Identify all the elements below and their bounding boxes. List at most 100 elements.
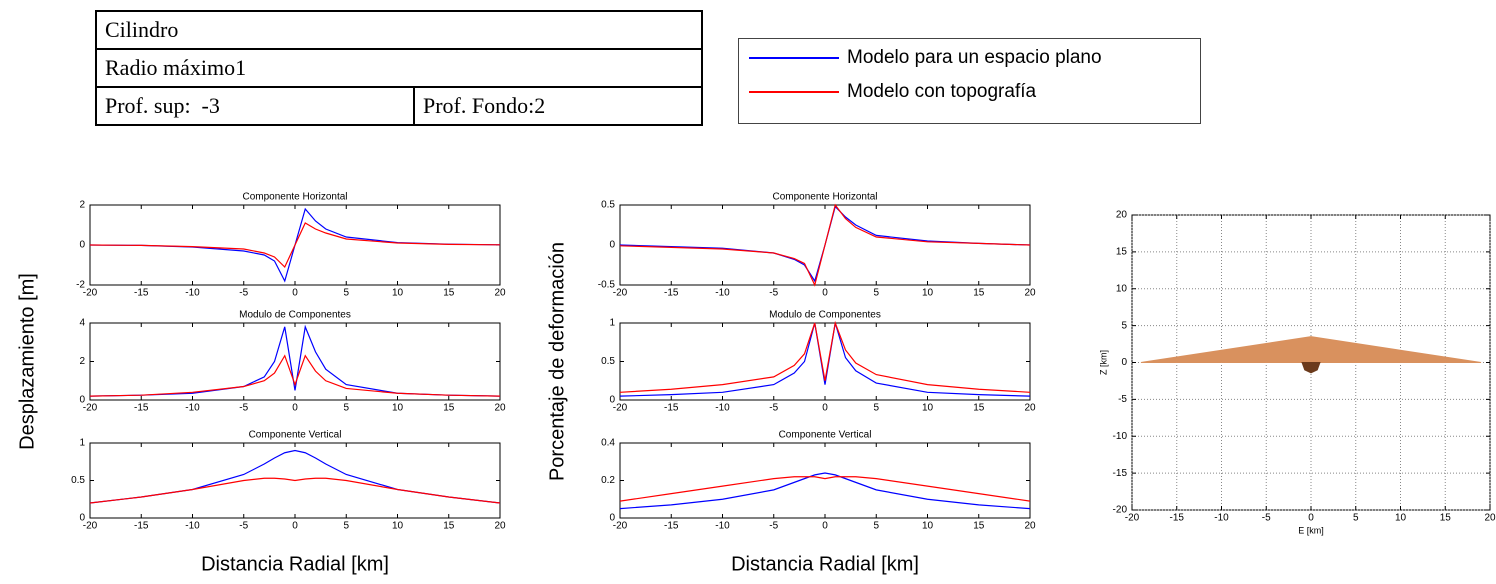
- legend-label: Modelo con topografía: [847, 81, 1037, 102]
- x-tick-label: -20: [1125, 513, 1140, 524]
- y-tick-label: 0.5: [71, 475, 85, 486]
- y-tick-label: 0: [79, 240, 85, 251]
- x-tick-label: -10: [715, 521, 730, 532]
- y-tick-label: 1: [79, 438, 85, 449]
- x-tick-label: 10: [392, 403, 404, 414]
- x-tick-label: -20: [613, 403, 628, 414]
- y-tick-label: 0.2: [601, 475, 615, 486]
- x-tick-label: -20: [613, 288, 628, 299]
- table-cell: Cilindro: [95, 10, 703, 50]
- table-cell: Radio máximo1: [95, 48, 703, 88]
- x-tick-label: 20: [1024, 403, 1036, 414]
- table-row: Cilindro: [95, 10, 703, 50]
- x-tick-label: -10: [1214, 513, 1229, 524]
- x-tick-label: -15: [664, 521, 679, 532]
- x-tick-label: -5: [769, 521, 778, 532]
- x-tick-label: 20: [494, 288, 506, 299]
- x-tick-label: 20: [1484, 513, 1496, 524]
- chart-title: Componente Horizontal: [772, 192, 877, 203]
- chart-title: Componente Horizontal: [242, 192, 347, 203]
- x-axis-label: Distancia Radial [km]: [731, 553, 919, 575]
- x-tick-label: 0: [822, 288, 828, 299]
- data-line: [619, 320, 1031, 393]
- y-tick-label: 2: [79, 200, 85, 211]
- y-tick-label: 4: [79, 318, 85, 329]
- x-tick-label: 10: [392, 521, 404, 532]
- x-tick-label: -5: [1262, 513, 1271, 524]
- y-tick-label: 0: [1121, 357, 1127, 368]
- x-tick-label: -5: [769, 288, 778, 299]
- x-tick-label: -20: [83, 521, 98, 532]
- x-tick-label: -10: [715, 403, 730, 414]
- x-tick-label: 5: [343, 403, 349, 414]
- table-cell: Prof. Fondo:2: [413, 86, 703, 126]
- y-tick-label: -5: [1118, 394, 1127, 405]
- legend: Modelo para un espacio plano Modelo con t…: [738, 38, 1201, 124]
- x-tick-label: 0: [292, 288, 298, 299]
- x-tick-label: 10: [922, 521, 934, 532]
- y-tick-label: 0.4: [601, 438, 615, 449]
- x-tick-label: 10: [392, 288, 404, 299]
- x-tick-label: 15: [973, 403, 985, 414]
- y-axis-label: Porcentaje de deformación: [546, 242, 568, 481]
- y-tick-label: 15: [1116, 247, 1128, 258]
- y-tick-label: 1: [609, 318, 615, 329]
- x-tick-label: 15: [443, 521, 455, 532]
- y-tick-label: 0.5: [601, 200, 615, 211]
- chart-title: Modulo de Componentes: [769, 310, 881, 321]
- y-tick-label: 20: [1116, 210, 1128, 221]
- x-tick-label: -20: [83, 403, 98, 414]
- x-tick-label: 20: [1024, 288, 1036, 299]
- x-tick-label: 15: [973, 288, 985, 299]
- y-axis-label: Z [km]: [1098, 350, 1108, 375]
- x-tick-label: 20: [494, 521, 506, 532]
- y-tick-label: 2: [79, 356, 85, 367]
- legend-swatch: [749, 57, 839, 59]
- y-tick-label: 5: [1121, 320, 1127, 331]
- data-line: [619, 322, 1031, 397]
- x-tick-label: -15: [664, 288, 679, 299]
- data-line: [619, 476, 1031, 502]
- data-line: [89, 222, 501, 269]
- data-line: [89, 354, 501, 397]
- legend-swatch: [749, 91, 839, 93]
- legend-label: Modelo para un espacio plano: [847, 47, 1102, 68]
- x-tick-label: 5: [873, 521, 879, 532]
- x-tick-label: -10: [185, 403, 200, 414]
- y-tick-label: -2: [76, 280, 85, 291]
- x-tick-label: -15: [134, 403, 149, 414]
- x-tick-label: -20: [83, 288, 98, 299]
- x-axis-label: E [km]: [1298, 525, 1324, 535]
- y-axis-label: Desplazamiento [m]: [16, 273, 38, 450]
- x-tick-label: 10: [922, 403, 934, 414]
- data-line: [89, 449, 501, 504]
- x-tick-label: -20: [613, 521, 628, 532]
- y-tick-label: -0.5: [598, 280, 616, 291]
- x-tick-label: -10: [715, 288, 730, 299]
- x-tick-label: 5: [343, 521, 349, 532]
- x-tick-label: 5: [1353, 513, 1359, 524]
- x-tick-label: 0: [292, 403, 298, 414]
- table-cell: Prof. sup: -3: [95, 86, 415, 126]
- x-tick-label: 15: [443, 288, 455, 299]
- data-line: [89, 477, 501, 504]
- data-line: [89, 324, 501, 397]
- x-tick-label: 0: [822, 403, 828, 414]
- y-tick-label: -15: [1113, 468, 1128, 479]
- x-tick-label: -5: [769, 403, 778, 414]
- y-tick-label: 0: [609, 395, 615, 406]
- x-tick-label: -10: [185, 288, 200, 299]
- x-tick-label: -10: [185, 521, 200, 532]
- legend-entry: Modelo con topografía: [749, 81, 1036, 103]
- chart-title: Componente Vertical: [779, 430, 872, 441]
- y-tick-label: 0: [609, 513, 615, 524]
- x-tick-label: 20: [494, 403, 506, 414]
- x-tick-label: 10: [1395, 513, 1407, 524]
- y-tick-label: -10: [1113, 431, 1128, 442]
- y-tick-label: 0: [609, 240, 615, 251]
- chart-title: Componente Vertical: [249, 430, 342, 441]
- x-tick-label: -15: [1170, 513, 1185, 524]
- axes-frame: [619, 442, 1031, 519]
